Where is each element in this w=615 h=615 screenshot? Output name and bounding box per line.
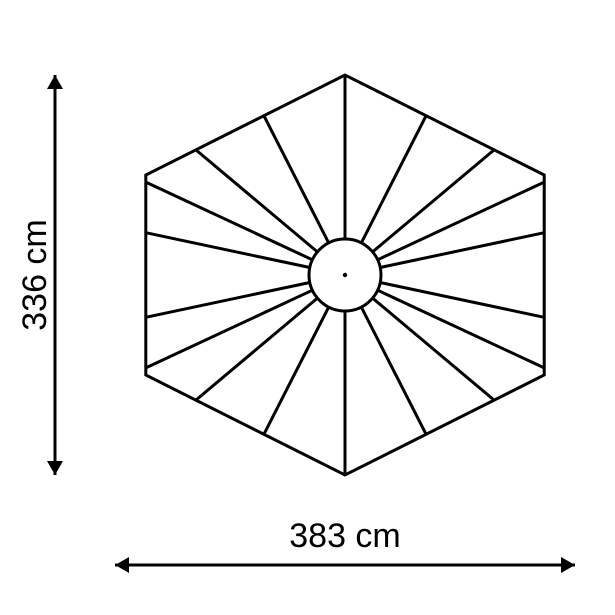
dimension-diagram: 336 cm 383 cm xyxy=(0,0,615,615)
height-dimension-label: 336 cm xyxy=(16,219,54,331)
hexagon-hub xyxy=(309,239,381,311)
width-dimension-label: 383 cm xyxy=(289,517,401,555)
